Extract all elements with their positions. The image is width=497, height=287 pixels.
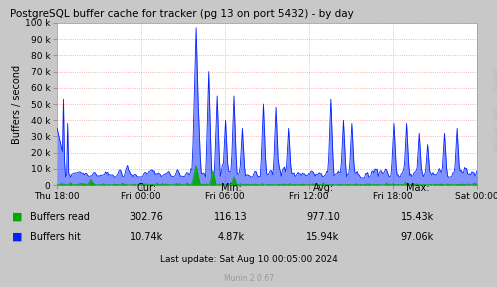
Text: 10.74k: 10.74k xyxy=(130,232,163,242)
Text: 15.43k: 15.43k xyxy=(401,212,434,222)
Text: ■: ■ xyxy=(12,232,23,242)
Text: Last update: Sat Aug 10 00:05:00 2024: Last update: Sat Aug 10 00:05:00 2024 xyxy=(160,255,337,264)
Text: PostgreSQL buffer cache for tracker (pg 13 on port 5432) - by day: PostgreSQL buffer cache for tracker (pg … xyxy=(10,9,354,19)
Text: 4.87k: 4.87k xyxy=(218,232,245,242)
Text: 302.76: 302.76 xyxy=(130,212,164,222)
Text: 977.10: 977.10 xyxy=(306,212,340,222)
Text: Munin 2.0.67: Munin 2.0.67 xyxy=(224,274,273,283)
Text: Max:: Max: xyxy=(406,183,429,193)
Text: 116.13: 116.13 xyxy=(214,212,248,222)
Text: Buffers read: Buffers read xyxy=(30,212,89,222)
Text: ■: ■ xyxy=(12,212,23,222)
Y-axis label: Buffers / second: Buffers / second xyxy=(12,65,22,144)
Text: Buffers hit: Buffers hit xyxy=(30,232,81,242)
Text: Min:: Min: xyxy=(221,183,242,193)
Text: Cur:: Cur: xyxy=(137,183,157,193)
Text: Avg:: Avg: xyxy=(313,183,333,193)
Text: 15.94k: 15.94k xyxy=(307,232,339,242)
Text: 97.06k: 97.06k xyxy=(401,232,434,242)
Text: RRDTOOL / TOBI OETIKER: RRDTOOL / TOBI OETIKER xyxy=(491,68,496,150)
